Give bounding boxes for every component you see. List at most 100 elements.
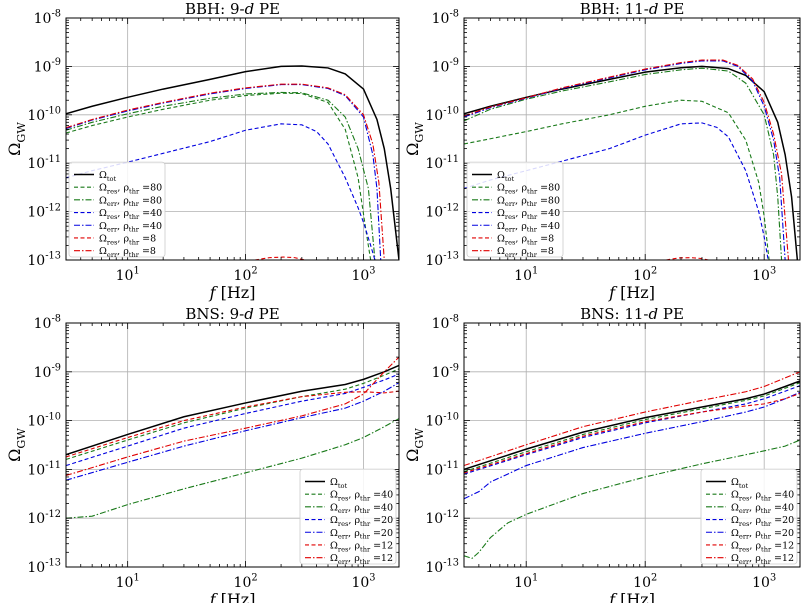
x-axis-label: f [Hz] [608,283,655,302]
y-tick-label: 10-13 [27,251,61,269]
series-line-5 [66,382,399,481]
legend-frame [299,468,397,565]
x-tick-label: 101 [514,266,538,284]
y-tick-label: 10-8 [34,9,61,27]
plot-frame [65,322,400,568]
x-tick-label: 103 [752,573,776,591]
series-line-6 [254,256,306,260]
legend-entry: Ωres, ρthr =8 [497,233,554,246]
legend-frame [700,468,798,565]
legend-entry: Ωres, ρthr =20 [330,515,393,528]
legend-entry: Ωres, ρthr =40 [330,490,393,503]
x-tick-label: 101 [116,266,140,284]
legend-entry: Ωerr, ρthr =40 [497,221,560,234]
series-line-2 [66,368,399,460]
series-line-6 [66,390,399,458]
y-tick-label: 10-13 [27,558,61,576]
series-group [66,65,399,260]
series-line-3 [464,67,783,260]
legend-entry: Ωerr, ρthr =8 [497,246,554,259]
y-tick-label: 10-12 [27,509,61,527]
chart-title: BBH: 11-d PE [580,0,685,18]
y-tick-label: 10-11 [27,154,61,172]
series-line-7 [66,83,385,260]
series-line-3 [66,91,376,260]
legend-entry: Ωtot [330,477,348,490]
series-line-2 [464,99,770,260]
legend-entry: Ωerr, ρthr =12 [330,553,393,566]
chart-panel-2: 101 102 103 10-13 10-12 10-11 10-10 10-9 10-8 BBH… [403,0,801,302]
series-group [464,59,799,260]
y-tick-label: 10-11 [27,460,61,478]
series-group [66,356,399,519]
y-tick-label: 10-10 [27,106,61,124]
series-line-3 [464,439,800,560]
x-axis-label: f [Hz] [209,590,256,603]
y-tick-label: 10-10 [425,411,459,429]
y-tick-label: 10-12 [425,509,459,527]
y-axis-label: ΩGW [5,122,28,156]
legend-entry: Ωres, ρthr =12 [330,540,393,553]
x-axis-label: f [Hz] [209,283,256,302]
y-axis-label: ΩGW [5,428,28,462]
chart-title: BNS: 11-d PE [580,305,684,323]
series-line-1 [66,65,399,260]
legend-entry: Ωres, ρthr =80 [497,183,560,196]
y-tick-label: 10-8 [432,9,459,27]
series-line-1 [464,380,800,471]
legend-entry: Ωtot [731,477,749,490]
legend-entry: Ωerr, ρthr =80 [99,195,162,208]
x-tick-label: 103 [351,573,375,591]
y-tick-label: 10-8 [34,314,61,332]
x-tick-label: 103 [351,266,375,284]
legend-frame [466,161,564,258]
y-tick-label: 10-13 [425,251,459,269]
x-tick-label: 102 [234,266,258,284]
series-line-7 [464,371,800,467]
plot-frame [463,322,801,568]
legend-frame [68,161,166,258]
x-tick-label: 101 [514,573,538,591]
legend-entry: Ωres, ρthr =12 [731,540,794,553]
legend-entry: Ωerr, ρthr =40 [731,502,794,515]
x-tick-label: 101 [116,573,140,591]
legend-entry: Ωres, ρthr =40 [731,490,794,503]
legend-entry: Ωtot [99,170,117,183]
series-line-7 [464,59,790,260]
y-axis-label: ΩGW [403,122,426,156]
x-tick-label: 102 [633,573,657,591]
plot-frame [65,17,400,261]
legend-entry: Ωerr, ρthr =40 [330,502,393,515]
y-tick-label: 10-13 [425,558,459,576]
legend-entry: Ωtot [497,170,515,183]
legend-entry: Ωres, ρthr =80 [99,183,162,196]
y-tick-label: 10-11 [425,460,459,478]
x-axis-label: f [Hz] [608,590,655,603]
legend-entry: Ωerr, ρthr =40 [99,221,162,234]
x-tick-label: 102 [633,266,657,284]
series-line-2 [464,382,800,473]
chart-title: BBH: 9-d PE [185,0,280,18]
series-line-5 [464,391,800,500]
legend-entry: Ωres, ρthr =40 [497,208,560,221]
series-line-1 [66,364,399,456]
legend-entry: Ωres, ρthr =20 [731,515,794,528]
y-tick-label: 10-12 [425,202,459,220]
plot-frame [463,17,801,261]
legend-entry: Ωerr, ρthr =20 [330,528,393,541]
legend-entry: Ωerr, ρthr =8 [99,246,156,259]
series-line-4 [464,385,800,475]
y-tick-label: 10-9 [34,363,61,381]
y-tick-label: 10-10 [27,411,61,429]
legend-entry: Ωerr, ρthr =80 [497,195,560,208]
series-line-6 [464,392,800,474]
y-tick-label: 10-9 [432,57,459,75]
legend-entry: Ωres, ρthr =8 [99,233,156,246]
y-tick-label: 10-9 [432,363,459,381]
series-line-4 [66,373,399,467]
